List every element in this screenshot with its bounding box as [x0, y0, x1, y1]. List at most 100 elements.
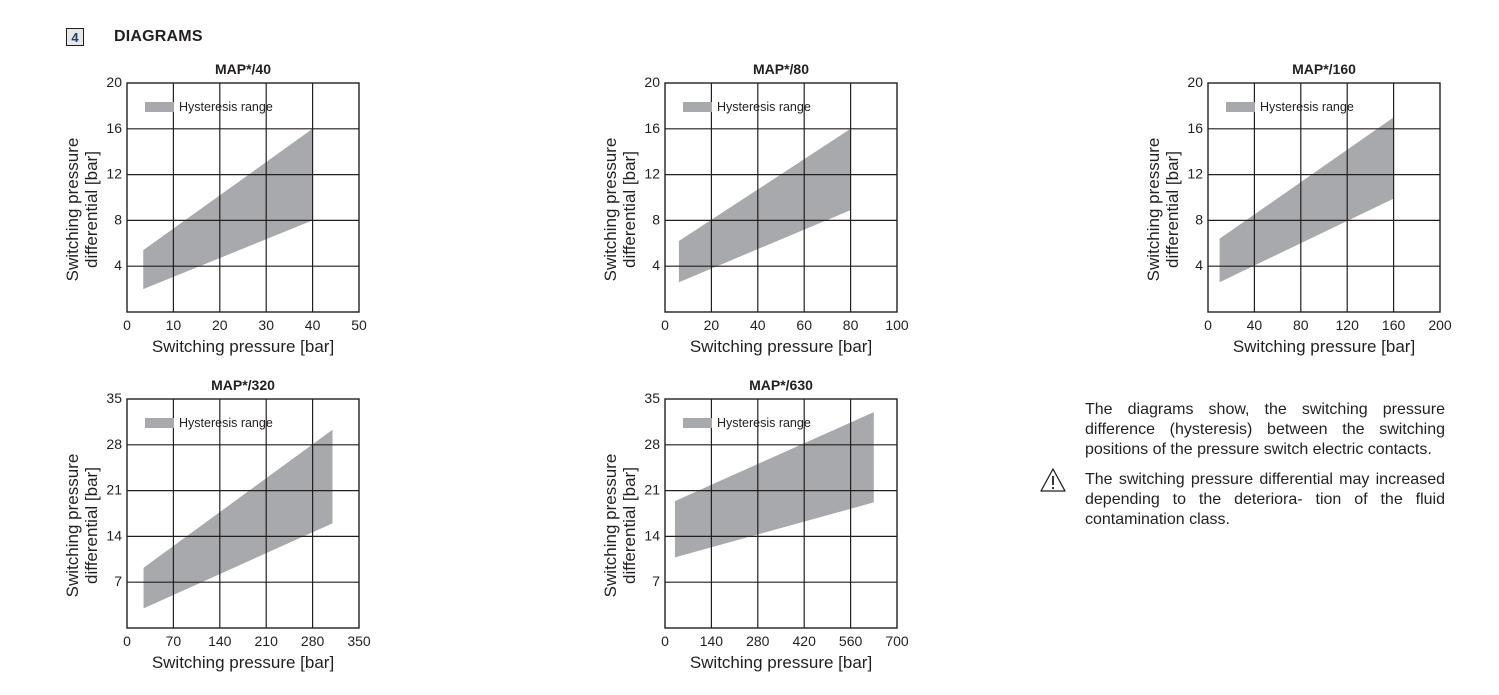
- x-tick-label: 160: [1382, 317, 1406, 333]
- x-tick-label: 40: [1247, 317, 1263, 333]
- chart-map-320: Hysteresis range 0 70 140 210 280 350 7 14 21 28 35…: [60, 372, 380, 684]
- hysteresis-band: [674, 412, 874, 558]
- y-axis-label-line-2: differential [bar]: [1163, 151, 1182, 268]
- y-tick-label: 8: [652, 211, 660, 227]
- y-axis-label-line-1: Switching pressure: [63, 138, 82, 282]
- legend-swatch: [683, 102, 712, 112]
- x-tick-label: 80: [1293, 317, 1309, 333]
- chart-title: MAP*/40: [215, 61, 271, 77]
- chart-map-160-svg: Hysteresis range 0 40 80 120 160 200 4 8 12 16 20 MA…: [1144, 61, 1452, 356]
- hysteresis-band: [143, 429, 333, 609]
- y-tick-label: 16: [644, 120, 660, 136]
- chart-map-630: Hysteresis range 0 140 280 420 560 700 7 14 21 28 3…: [598, 372, 928, 684]
- x-tick-label: 210: [255, 633, 279, 649]
- x-tick-label: 350: [347, 633, 371, 649]
- x-tick-label: 40: [750, 317, 766, 333]
- legend-swatch: [683, 418, 712, 428]
- y-tick-label: 20: [644, 74, 660, 90]
- y-axis-label-line-1: Switching pressure: [601, 454, 620, 598]
- plot-frame: [1207, 82, 1441, 313]
- x-tick-label: 0: [1204, 317, 1212, 333]
- legend-swatch: [145, 418, 174, 428]
- diagram-notes: The diagrams show, the switching pressur…: [1040, 400, 1445, 530]
- section-title: DIAGRAMS: [114, 28, 203, 45]
- y-tick-label: 12: [644, 166, 660, 182]
- y-axis-label-line-2: differential [bar]: [620, 467, 639, 584]
- chart-map-320-svg: Hysteresis range 0 70 140 210 280 350 7 14 21 28 35…: [63, 377, 371, 672]
- x-tick-label: 140: [700, 633, 724, 649]
- y-tick-label: 8: [114, 211, 122, 227]
- x-tick-label: 10: [166, 317, 182, 333]
- legend-swatch: [1226, 102, 1255, 112]
- x-axis-label: Switching pressure [bar]: [690, 337, 872, 356]
- x-tick-label: 20: [212, 317, 228, 333]
- y-tick-label: 7: [114, 573, 122, 589]
- y-tick-label: 20: [1187, 74, 1203, 90]
- y-tick-label: 28: [106, 436, 122, 452]
- x-tick-label: 140: [208, 633, 232, 649]
- y-tick-label: 16: [1187, 120, 1203, 136]
- hysteresis-band: [143, 128, 313, 290]
- y-axis-label-line-2: differential [bar]: [82, 151, 101, 268]
- x-tick-label: 100: [885, 317, 909, 333]
- y-tick-label: 4: [114, 257, 122, 273]
- plot-frame: [126, 398, 360, 629]
- legend-label: Hysteresis range: [179, 416, 273, 430]
- chart-title: MAP*/80: [753, 61, 809, 77]
- x-tick-label: 120: [1336, 317, 1360, 333]
- x-tick-label: 420: [793, 633, 817, 649]
- x-axis-label: Switching pressure [bar]: [152, 653, 334, 672]
- y-tick-label: 21: [644, 482, 660, 498]
- x-tick-label: 560: [839, 633, 863, 649]
- x-tick-label: 20: [704, 317, 720, 333]
- description-text: The diagrams show, the switching pressur…: [1085, 401, 1445, 458]
- legend-label: Hysteresis range: [717, 416, 811, 430]
- x-tick-label: 280: [301, 633, 325, 649]
- legend-swatch: [145, 102, 174, 112]
- y-tick-label: 14: [106, 527, 122, 543]
- chart-map-80: Hysteresis range 0 20 40 60 80 100 4 8 12 16 20 MAP*…: [598, 56, 928, 368]
- y-tick-label: 21: [106, 482, 122, 498]
- legend-label: Hysteresis range: [1260, 100, 1354, 114]
- chart-map-160: Hysteresis range 0 40 80 120 160 200 4 8 12 16 20 MA…: [1141, 56, 1471, 368]
- x-tick-label: 50: [351, 317, 367, 333]
- hysteresis-band: [1219, 117, 1394, 283]
- y-tick-label: 35: [644, 390, 660, 406]
- x-axis-label: Switching pressure [bar]: [1233, 337, 1415, 356]
- warning-note: The switching pressure differential may …: [1040, 468, 1445, 530]
- y-tick-label: 7: [652, 573, 660, 589]
- chart-map-630-svg: Hysteresis range 0 140 280 420 560 700 7 14 21 28 3…: [601, 377, 909, 672]
- y-tick-label: 12: [106, 166, 122, 182]
- chart-map-40-svg: Hysteresis range 0 10 20 30 40 50 4 8 12 16 20 MAP*/…: [63, 61, 367, 356]
- x-tick-label: 30: [258, 317, 274, 333]
- y-tick-label: 12: [1187, 166, 1203, 182]
- chart-title: MAP*/320: [211, 377, 275, 393]
- x-tick-label: 40: [305, 317, 321, 333]
- y-tick-label: 4: [652, 257, 660, 273]
- y-axis-label-line-2: differential [bar]: [82, 467, 101, 584]
- plot-frame: [664, 82, 898, 313]
- y-tick-label: 4: [1195, 257, 1203, 273]
- chart-map-40: Hysteresis range 0 10 20 30 40 50 4 8 12 16 20 MAP*/…: [60, 56, 380, 368]
- hysteresis-band: [678, 128, 851, 283]
- y-tick-label: 8: [1195, 211, 1203, 227]
- y-axis-label-line-1: Switching pressure: [601, 138, 620, 282]
- chart-map-80-svg: Hysteresis range 0 20 40 60 80 100 4 8 12 16 20 MAP*…: [601, 61, 909, 356]
- x-tick-label: 0: [661, 633, 669, 649]
- warning-text: The switching pressure differential may …: [1085, 471, 1445, 528]
- chart-title: MAP*/160: [1292, 61, 1356, 77]
- x-tick-label: 70: [166, 633, 182, 649]
- legend-label: Hysteresis range: [179, 100, 273, 114]
- y-tick-label: 14: [644, 527, 660, 543]
- x-axis-label: Switching pressure [bar]: [690, 653, 872, 672]
- x-tick-label: 80: [843, 317, 859, 333]
- y-tick-label: 28: [644, 436, 660, 452]
- legend-label: Hysteresis range: [717, 100, 811, 114]
- y-tick-label: 16: [106, 120, 122, 136]
- x-axis-label: Switching pressure [bar]: [152, 337, 334, 356]
- y-axis-label-line-2: differential [bar]: [620, 151, 639, 268]
- plot-frame: [126, 82, 360, 313]
- section-number-badge: 4: [66, 28, 84, 46]
- x-tick-label: 200: [1428, 317, 1452, 333]
- x-tick-label: 280: [746, 633, 770, 649]
